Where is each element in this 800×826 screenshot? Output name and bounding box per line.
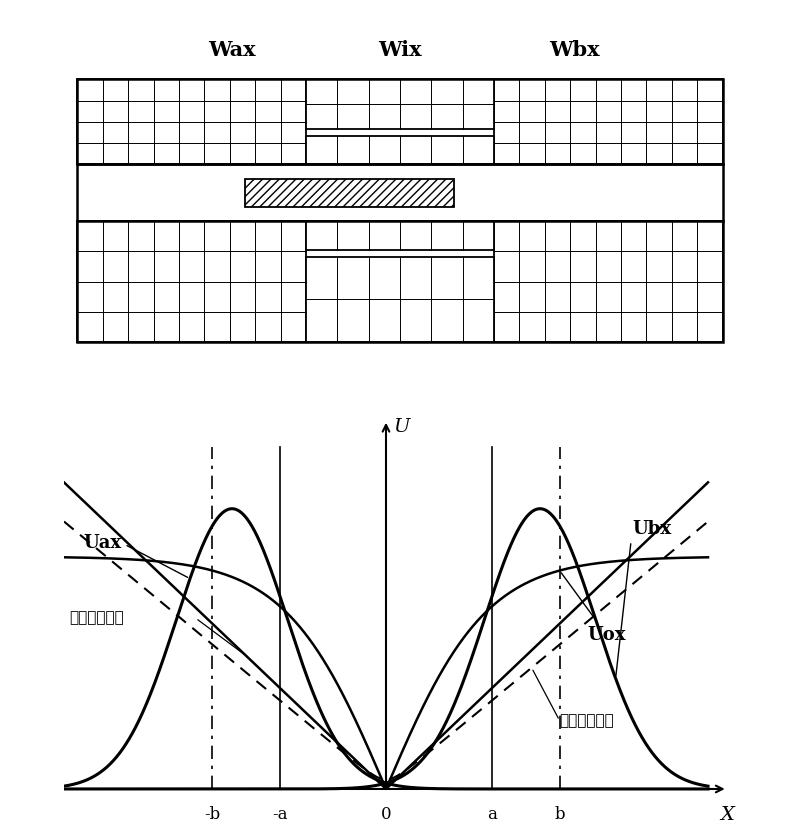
Bar (78, 164, 722, 221)
Text: U: U (393, 418, 410, 435)
Bar (306, 221, 494, 249)
Bar (246, 178, 454, 207)
Text: Uax: Uax (83, 534, 187, 577)
Bar (494, 221, 722, 342)
Bar (306, 79, 494, 129)
Bar (494, 79, 722, 164)
Text: 0: 0 (381, 806, 391, 823)
Text: -b: -b (204, 806, 221, 823)
Text: Wbx: Wbx (550, 40, 600, 60)
Bar (78, 79, 722, 164)
Text: Ubx: Ubx (616, 520, 671, 676)
Text: Uox: Uox (562, 572, 626, 644)
Text: Wax: Wax (208, 40, 256, 60)
Text: 理论特性曲线: 理论特性曲线 (70, 610, 124, 625)
Bar (78, 221, 306, 342)
Text: X: X (721, 806, 734, 824)
Text: 实际特性曲线: 实际特性曲线 (560, 713, 614, 728)
Text: b: b (554, 806, 565, 823)
Text: Wix: Wix (378, 40, 422, 60)
Bar (78, 221, 722, 342)
Bar (306, 257, 494, 342)
Text: -a: -a (272, 806, 287, 823)
Text: a: a (487, 806, 498, 823)
Bar (306, 136, 494, 164)
Bar (78, 79, 306, 164)
